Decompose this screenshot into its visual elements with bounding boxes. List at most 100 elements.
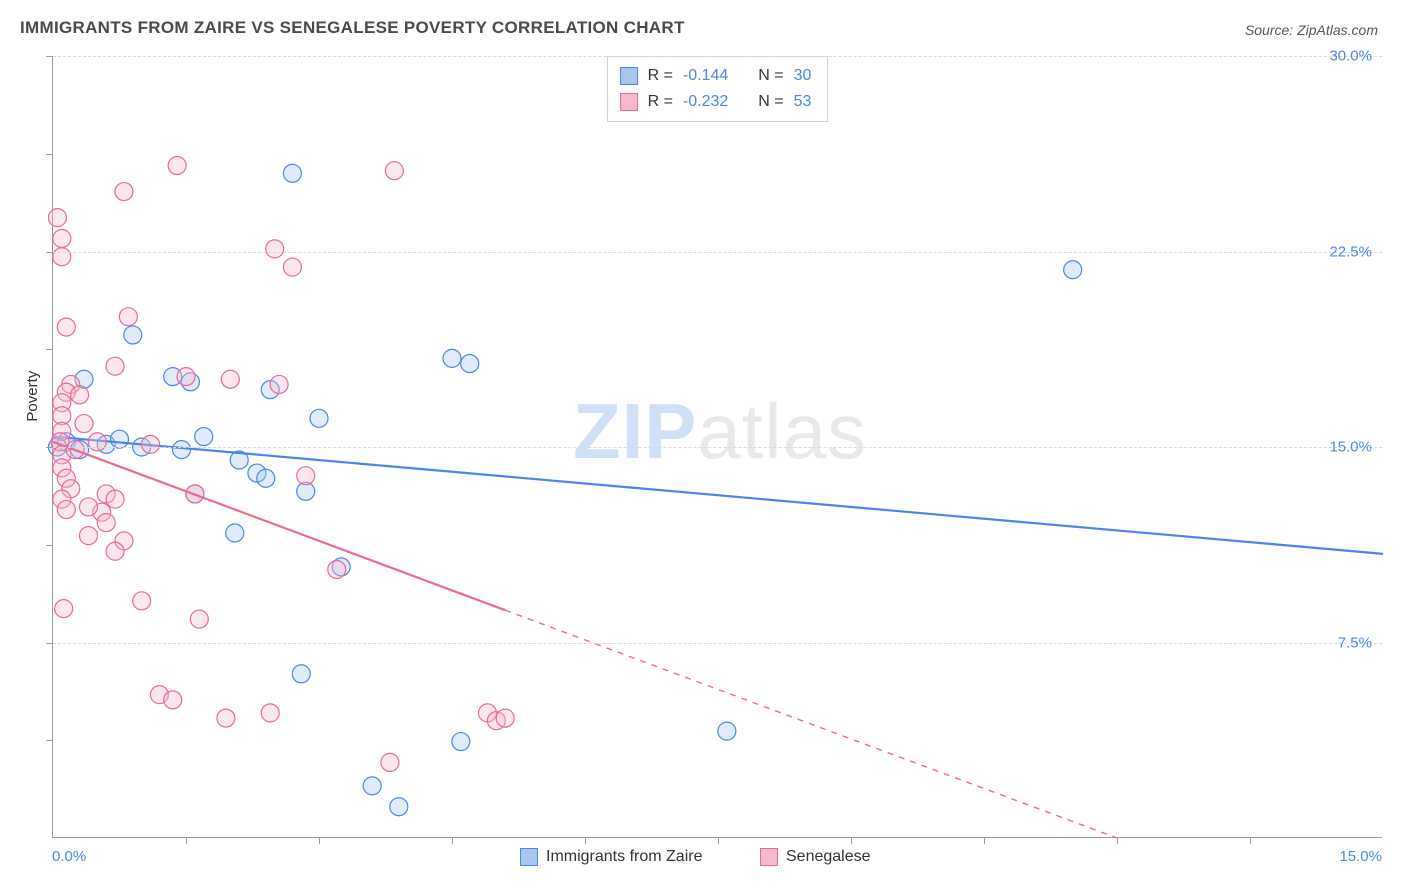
bottom-legend-item: Immigrants from Zaire [520,848,702,866]
stats-r-label: R = [648,63,673,89]
data-point [292,665,310,683]
y-tick [46,643,53,644]
bottom-legend-item: Senegalese [760,848,871,866]
plot-area: ZIPatlas R =-0.144N =30R =-0.232N =53 7.… [52,56,1382,838]
x-tick [452,837,453,844]
data-point [283,258,301,276]
trend-line [53,437,1383,554]
x-tick [319,837,320,844]
legend-label: Immigrants from Zaire [546,848,702,866]
stats-row: R = -0.232 N = 53 [620,89,812,115]
data-point [297,467,315,485]
data-point [226,524,244,542]
stats-r-value: -0.232 [683,89,728,115]
trend-line [53,442,505,610]
data-point [119,308,137,326]
data-point [381,753,399,771]
data-point [217,709,235,727]
data-point [221,370,239,388]
data-point [75,415,93,433]
x-tick [186,837,187,844]
data-point [97,514,115,532]
data-point [1064,261,1082,279]
data-point [718,722,736,740]
y-minor-tick [46,545,53,546]
y-tick [46,56,53,57]
data-point [257,469,275,487]
data-point [177,368,195,386]
y-minor-tick [46,349,53,350]
gridline [53,447,1382,448]
gridline [53,643,1382,644]
data-point [133,592,151,610]
data-point [190,610,208,628]
data-point [115,183,133,201]
data-point [443,349,461,367]
x-tick [1250,837,1251,844]
data-point [57,501,75,519]
data-point [496,709,514,727]
data-point [106,542,124,560]
data-point [88,433,106,451]
data-point [363,777,381,795]
stats-n-value: 53 [794,89,812,115]
data-point [168,156,186,174]
data-point [310,409,328,427]
x-tick [1117,837,1118,844]
data-point [106,490,124,508]
data-point [195,428,213,446]
y-tick-label: 7.5% [1338,634,1372,651]
legend-swatch [620,93,638,111]
data-point [79,498,97,516]
data-point [48,209,66,227]
data-point [385,162,403,180]
data-point [79,527,97,545]
data-point [390,798,408,816]
data-point [261,704,279,722]
data-point [164,691,182,709]
data-point [461,355,479,373]
y-minor-tick [46,740,53,741]
y-minor-tick [46,154,53,155]
data-point [124,326,142,344]
data-point [55,600,73,618]
stats-row: R = -0.144 N = 30 [620,63,812,89]
stats-legend-box: R = -0.144 N = 30 R = -0.232 N = 53 [607,56,829,122]
source-label: Source: ZipAtlas.com [1245,22,1378,38]
x-tick [585,837,586,844]
data-point [57,318,75,336]
y-tick-label: 30.0% [1329,48,1372,65]
data-point [142,435,160,453]
y-axis-title: Poverty [24,371,41,422]
x-label-right: 15.0% [1339,848,1382,865]
data-point [53,248,71,266]
chart-title: IMMIGRANTS FROM ZAIRE VS SENEGALESE POVE… [20,18,685,38]
data-point [71,386,89,404]
y-tick-label: 22.5% [1329,243,1372,260]
x-tick [851,837,852,844]
data-point [173,441,191,459]
data-point [106,357,124,375]
trend-line-extrapolated [505,610,1117,838]
stats-n-value: 30 [794,63,812,89]
y-tick [46,252,53,253]
data-point [328,561,346,579]
stats-n-label: N = [758,63,783,89]
y-tick-label: 15.0% [1329,439,1372,456]
legend-swatch [620,67,638,85]
data-point [283,164,301,182]
data-point [270,375,288,393]
x-tick [718,837,719,844]
data-point [111,430,129,448]
stats-r-value: -0.144 [683,63,728,89]
y-tick [46,447,53,448]
gridline [53,56,1382,57]
data-point [53,229,71,247]
stats-n-label: N = [758,89,783,115]
x-label-left: 0.0% [52,848,86,865]
data-point [452,733,470,751]
stats-r-label: R = [648,89,673,115]
data-point [266,240,284,258]
legend-label: Senegalese [786,848,871,866]
legend-swatch [520,848,538,866]
